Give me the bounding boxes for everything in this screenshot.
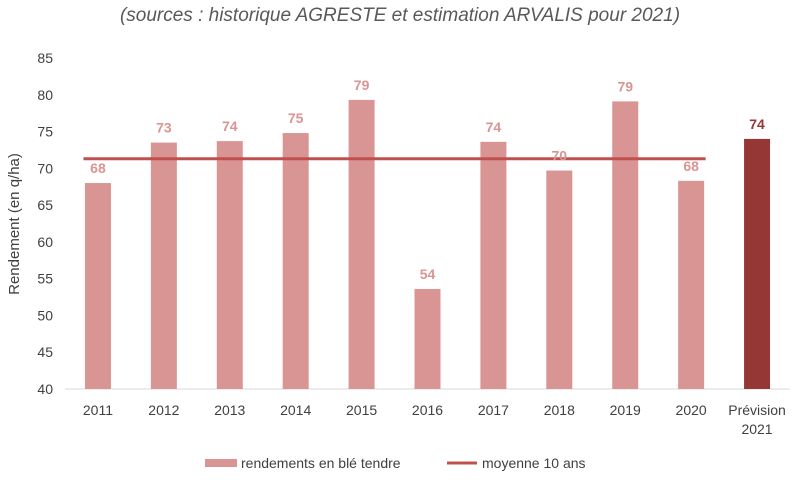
x-tick-label: 2016 — [412, 402, 443, 418]
x-tick-label: 2017 — [478, 402, 509, 418]
legend: rendements en blé tendre moyenne 10 ans — [205, 455, 586, 471]
bar — [612, 101, 639, 390]
x-tick-label: Prévision — [728, 402, 786, 418]
data-label: 79 — [617, 78, 633, 94]
legend-label-bars: rendements en blé tendre — [241, 455, 401, 471]
y-axis-ticks: 40 45 50 55 60 65 70 75 80 85 — [37, 50, 53, 397]
y-tick-label: 55 — [37, 271, 53, 287]
x-tick-label: 2011 — [83, 402, 113, 418]
data-label: 54 — [420, 266, 436, 282]
x-tick-label-line2: 2021 — [741, 421, 772, 437]
bar — [150, 142, 177, 389]
data-labels: 68 73 74 75 79 54 74 70 79 68 74 — [90, 77, 765, 282]
data-label: 74 — [749, 116, 765, 132]
y-tick-label: 60 — [37, 234, 53, 250]
legend-label-average: moyenne 10 ans — [482, 455, 586, 471]
chart-title: (sources : historique AGRESTE et estimat… — [120, 5, 680, 26]
y-tick-label: 50 — [37, 307, 53, 323]
bar — [546, 170, 573, 389]
bar — [282, 133, 309, 389]
y-tick-label: 70 — [37, 160, 53, 176]
x-tick-label: 2020 — [676, 402, 707, 418]
x-tick-label: 2012 — [148, 402, 179, 418]
x-tick-label: 2015 — [346, 402, 377, 418]
y-tick-label: 75 — [37, 124, 53, 140]
data-label: 79 — [354, 77, 370, 93]
x-axis-ticks: 2011 2012 2013 2014 2015 2016 2017 2018 2019 2020… — [83, 402, 786, 437]
bars — [84, 99, 771, 390]
data-label: 75 — [288, 110, 304, 126]
data-label: 70 — [552, 148, 568, 164]
y-tick-label: 65 — [37, 197, 53, 213]
bar — [480, 141, 507, 389]
x-tick-label: 2014 — [280, 402, 311, 418]
data-label: 74 — [222, 118, 238, 134]
bar — [678, 180, 705, 389]
y-tick-label: 80 — [37, 87, 53, 103]
y-tick-label: 85 — [37, 50, 53, 66]
bar — [414, 288, 441, 389]
y-tick-label: 45 — [37, 344, 53, 360]
y-tick-label: 40 — [37, 381, 53, 397]
bar — [348, 99, 375, 389]
x-tick-label: 2019 — [610, 402, 641, 418]
data-label: 74 — [486, 119, 502, 135]
data-label: 68 — [90, 160, 106, 176]
legend-swatch-bars — [205, 459, 237, 467]
bar — [216, 141, 243, 389]
x-tick-label: 2018 — [544, 402, 575, 418]
bar — [84, 183, 111, 389]
data-label: 68 — [683, 158, 699, 174]
x-tick-label: 2013 — [214, 402, 245, 418]
data-label: 73 — [156, 120, 172, 136]
bar — [744, 138, 771, 389]
y-axis-label: Rendement (en q/ha) — [6, 153, 23, 295]
